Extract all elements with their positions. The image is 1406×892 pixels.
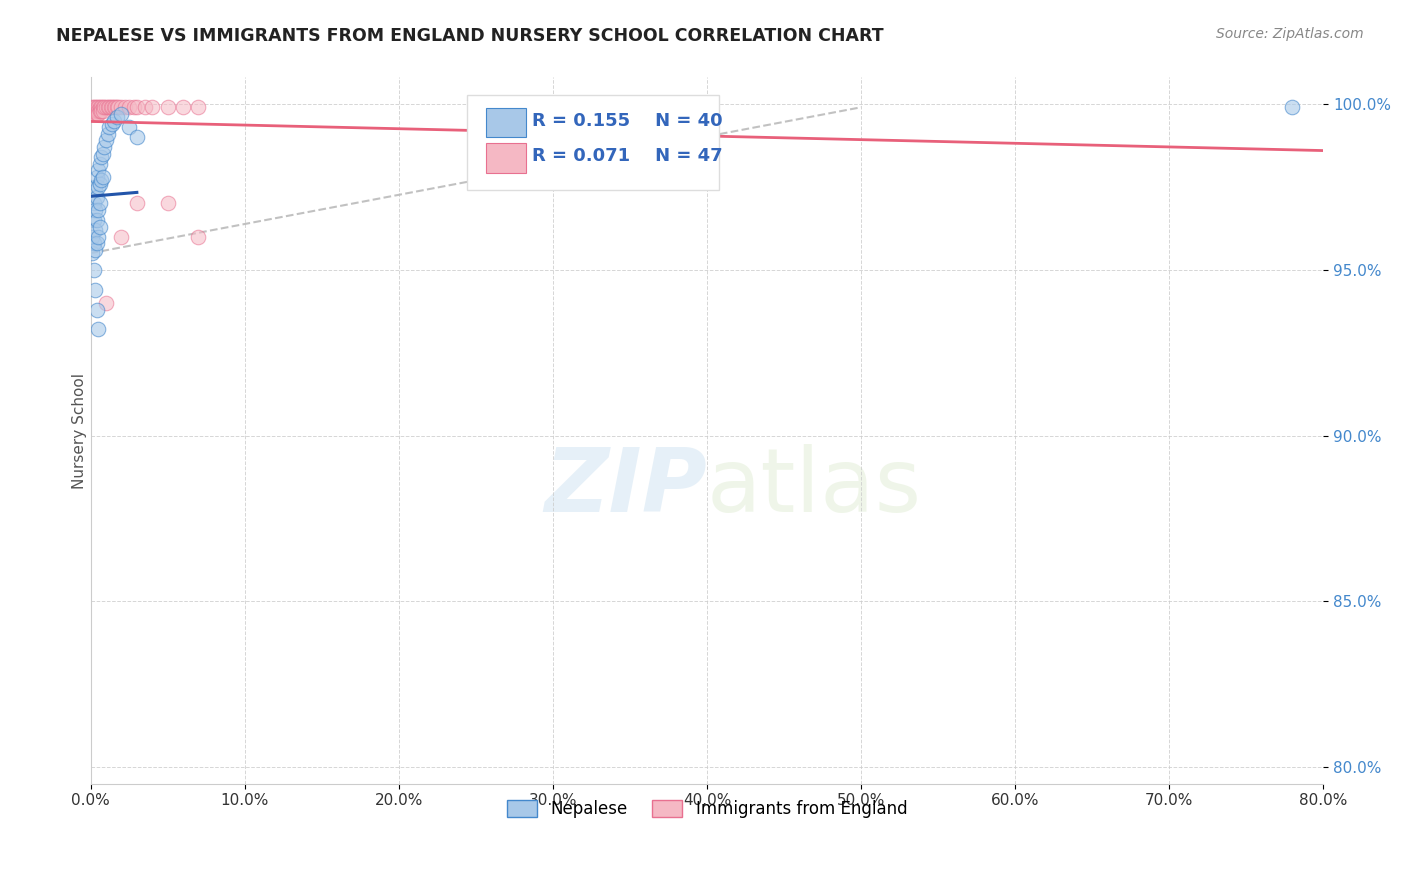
Point — [84, 283, 107, 297]
Point — [89, 219, 111, 234]
Point — [101, 100, 124, 114]
Point — [89, 103, 111, 118]
Text: Source: ZipAtlas.com: Source: ZipAtlas.com — [1216, 27, 1364, 41]
Point — [93, 100, 115, 114]
Point — [107, 100, 129, 114]
Point — [125, 196, 148, 211]
Point — [87, 100, 110, 114]
Point — [1281, 100, 1303, 114]
Point — [114, 100, 136, 114]
Text: R = 0.155    N = 40: R = 0.155 N = 40 — [531, 112, 723, 129]
Point — [82, 246, 104, 260]
Point — [93, 140, 115, 154]
Point — [87, 163, 110, 178]
Text: R = 0.071    N = 47: R = 0.071 N = 47 — [531, 147, 723, 165]
Point — [84, 243, 107, 257]
Text: NEPALESE VS IMMIGRANTS FROM ENGLAND NURSERY SCHOOL CORRELATION CHART: NEPALESE VS IMMIGRANTS FROM ENGLAND NURS… — [56, 27, 884, 45]
Point — [89, 100, 111, 114]
Point — [97, 100, 120, 114]
Point — [619, 100, 641, 114]
Point — [86, 213, 108, 227]
Point — [86, 100, 108, 114]
Text: atlas: atlas — [707, 443, 922, 531]
Point — [87, 229, 110, 244]
Point — [91, 103, 114, 118]
Point — [134, 100, 156, 114]
Point — [94, 296, 117, 310]
Point — [103, 113, 125, 128]
Point — [83, 213, 105, 227]
Point — [172, 100, 194, 114]
Point — [83, 196, 105, 211]
Point — [84, 179, 107, 194]
Point — [110, 107, 132, 121]
Point — [84, 203, 107, 218]
Point — [82, 229, 104, 244]
Point — [141, 100, 163, 114]
Point — [94, 133, 117, 147]
Point — [98, 100, 121, 114]
Point — [87, 103, 110, 118]
FancyBboxPatch shape — [486, 143, 526, 173]
Point — [94, 100, 117, 114]
Point — [98, 120, 121, 135]
Point — [122, 100, 145, 114]
Point — [86, 107, 108, 121]
Point — [125, 130, 148, 145]
Point — [118, 120, 141, 135]
Point — [83, 103, 105, 118]
Point — [187, 100, 209, 114]
Point — [125, 100, 148, 114]
Point — [90, 100, 112, 114]
FancyBboxPatch shape — [467, 95, 720, 191]
Point — [84, 100, 107, 114]
Point — [91, 100, 114, 114]
Point — [84, 223, 107, 237]
Point — [86, 190, 108, 204]
Point — [105, 110, 128, 124]
Point — [97, 127, 120, 141]
Point — [89, 177, 111, 191]
Point — [91, 169, 114, 184]
Point — [87, 203, 110, 218]
Text: ZIP: ZIP — [544, 443, 707, 531]
Point — [87, 179, 110, 194]
Point — [83, 100, 105, 114]
Point — [110, 229, 132, 244]
Point — [83, 262, 105, 277]
Point — [89, 196, 111, 211]
Point — [90, 173, 112, 187]
Point — [82, 100, 104, 114]
Point — [103, 100, 125, 114]
Point — [156, 196, 179, 211]
Point — [87, 322, 110, 336]
Point — [90, 103, 112, 118]
Point — [86, 103, 108, 118]
Point — [86, 236, 108, 251]
Point — [118, 100, 141, 114]
Point — [187, 229, 209, 244]
Point — [82, 103, 104, 118]
Point — [100, 100, 122, 114]
Point — [84, 107, 107, 121]
Point — [104, 100, 127, 114]
Point — [87, 107, 110, 121]
Point — [82, 107, 104, 121]
Point — [86, 302, 108, 317]
Point — [89, 156, 111, 170]
Point — [84, 103, 107, 118]
Y-axis label: Nursery School: Nursery School — [72, 373, 87, 489]
Point — [156, 100, 179, 114]
Point — [91, 146, 114, 161]
Point — [86, 169, 108, 184]
Point — [83, 236, 105, 251]
Point — [83, 107, 105, 121]
Legend: Nepalese, Immigrants from England: Nepalese, Immigrants from England — [501, 793, 914, 825]
Point — [101, 117, 124, 131]
Point — [105, 100, 128, 114]
FancyBboxPatch shape — [486, 108, 526, 137]
Point — [110, 100, 132, 114]
Point — [90, 150, 112, 164]
